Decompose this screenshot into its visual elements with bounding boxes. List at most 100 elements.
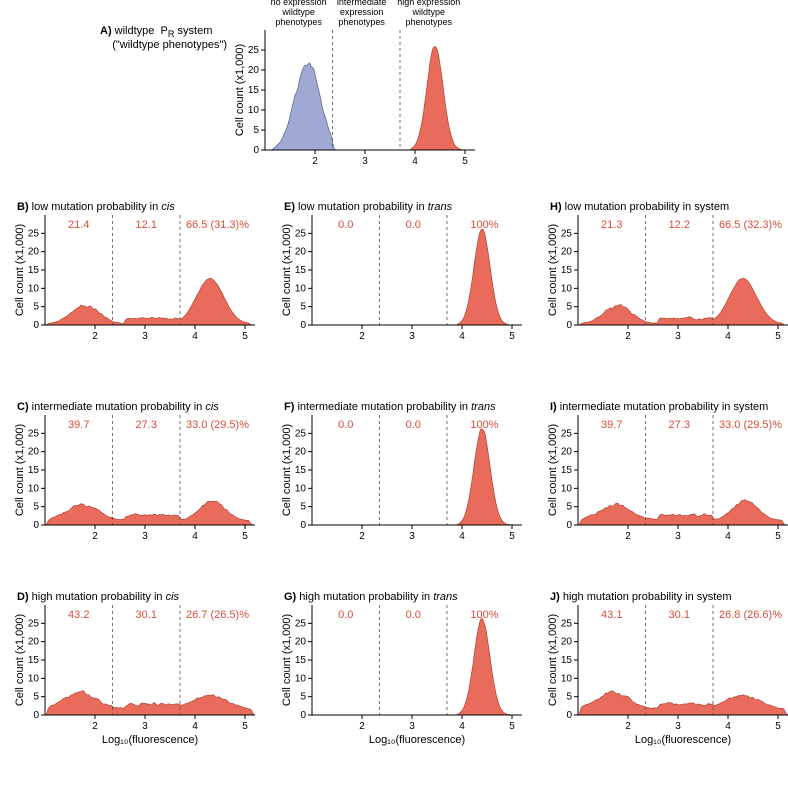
ytick-label: 15 bbox=[295, 655, 307, 666]
xtick-label: 3 bbox=[142, 721, 148, 732]
xtick-label: 3 bbox=[675, 531, 681, 542]
ytick-label: 0 bbox=[300, 520, 306, 531]
xlabel: Log₁₀(fluorescence) bbox=[102, 734, 198, 746]
xtick-label: 2 bbox=[359, 331, 365, 342]
panel-title-J: J) high mutation probability in system bbox=[550, 591, 732, 603]
ytick-label: 0 bbox=[33, 320, 39, 331]
panel-C: 05101520252345Cell count (x1,000) bbox=[15, 410, 265, 560]
series-distribution bbox=[312, 229, 522, 325]
ytick-label: 10 bbox=[295, 483, 307, 494]
panel-J: 05101520252345Cell count (x1,000)Log₁₀(f… bbox=[548, 600, 788, 750]
ytick-label: 15 bbox=[295, 465, 307, 476]
ytick-label: 15 bbox=[561, 265, 573, 276]
series-distribution bbox=[45, 501, 255, 525]
pct-label: 33.0 (29.5)% bbox=[711, 419, 788, 431]
ytick-label: 10 bbox=[295, 673, 307, 684]
region-label: no expressionwildtypephenotypes bbox=[264, 0, 334, 28]
panel-title-C: C) intermediate mutation probability in … bbox=[17, 401, 219, 413]
xlabel: Log₁₀(fluorescence) bbox=[369, 734, 465, 746]
ylabel: Cell count (x1,000) bbox=[548, 614, 559, 706]
panel-title-A: A) wildtype PR system ("wildtype phenoty… bbox=[100, 25, 227, 51]
ytick-label: 10 bbox=[28, 673, 40, 684]
pct-label: 30.1 bbox=[106, 609, 186, 621]
ytick-label: 15 bbox=[28, 265, 40, 276]
ytick-label: 20 bbox=[28, 447, 40, 458]
pct-label: 27.3 bbox=[106, 419, 186, 431]
xtick-label: 3 bbox=[362, 156, 368, 167]
panel-wrapper-I: 05101520252345Cell count (x1,000) bbox=[548, 410, 788, 560]
ytick-label: 15 bbox=[561, 655, 573, 666]
xtick-label: 2 bbox=[92, 721, 98, 732]
xtick-label: 2 bbox=[359, 721, 365, 732]
series-distribution bbox=[578, 500, 788, 525]
ytick-label: 25 bbox=[28, 228, 40, 239]
xtick-label: 2 bbox=[92, 531, 98, 542]
panel-title-H: H) low mutation probability in system bbox=[550, 201, 729, 213]
panel-title-F: F) intermediate mutation probability in … bbox=[284, 401, 496, 413]
xtick-label: 5 bbox=[775, 531, 781, 542]
ytick-label: 25 bbox=[295, 428, 307, 439]
ytick-label: 25 bbox=[295, 228, 307, 239]
panel-wrapper-D: 05101520252345Cell count (x1,000)Log₁₀(f… bbox=[15, 600, 265, 750]
xtick-label: 2 bbox=[625, 721, 631, 732]
panel-B: 05101520252345Cell count (x1,000) bbox=[15, 210, 265, 360]
pct-label: 30.1 bbox=[639, 609, 719, 621]
ytick-label: 0 bbox=[33, 710, 39, 721]
ytick-label: 20 bbox=[248, 65, 260, 76]
ytick-label: 25 bbox=[561, 618, 573, 629]
panel-I: 05101520252345Cell count (x1,000) bbox=[548, 410, 788, 560]
pct-label: 33.0 (29.5)% bbox=[178, 419, 258, 431]
pct-label: 26.8 (26.6)% bbox=[711, 609, 788, 621]
ytick-label: 0 bbox=[566, 520, 572, 531]
xtick-label: 3 bbox=[142, 331, 148, 342]
series-distribution bbox=[578, 278, 788, 325]
ylabel: Cell count (x1,000) bbox=[282, 424, 293, 516]
panel-wrapper-G: 05101520252345Cell count (x1,000)Log₁₀(f… bbox=[282, 600, 532, 750]
series-distribution bbox=[312, 618, 522, 715]
pct-label: 0.0 bbox=[373, 609, 453, 621]
region-label: high expressionwildtypephenotypes bbox=[394, 0, 464, 28]
ytick-label: 20 bbox=[561, 247, 573, 258]
xtick-label: 3 bbox=[409, 331, 415, 342]
xtick-label: 4 bbox=[192, 531, 198, 542]
xlabel: Log₁₀(fluorescence) bbox=[635, 734, 731, 746]
ylabel: Cell count (x1,000) bbox=[282, 224, 293, 316]
pct-label: 66.5 (31.3)% bbox=[178, 219, 258, 231]
ytick-label: 5 bbox=[300, 692, 306, 703]
xtick-label: 2 bbox=[312, 156, 318, 167]
panel-wrapper-E: 05101520252345Cell count (x1,000) bbox=[282, 210, 532, 360]
panel-wrapper-B: 05101520252345Cell count (x1,000) bbox=[15, 210, 265, 360]
panel-title-E: E) low mutation probability in trans bbox=[284, 201, 452, 213]
ylabel: Cell count (x1,000) bbox=[15, 224, 26, 316]
panel-title-I: I) intermediate mutation probability in … bbox=[550, 401, 768, 413]
ytick-label: 0 bbox=[300, 320, 306, 331]
xtick-label: 4 bbox=[725, 531, 731, 542]
ylabel: Cell count (x1,000) bbox=[548, 424, 559, 516]
xtick-label: 5 bbox=[242, 721, 248, 732]
xtick-label: 5 bbox=[775, 331, 781, 342]
ytick-label: 5 bbox=[566, 692, 572, 703]
xtick-label: 4 bbox=[459, 331, 465, 342]
panel-wrapper-A: 05101520252345Cell count (x1,000) bbox=[235, 25, 485, 185]
ytick-label: 20 bbox=[295, 447, 307, 458]
ytick-label: 5 bbox=[253, 125, 259, 136]
ytick-label: 25 bbox=[295, 618, 307, 629]
series-distribution bbox=[45, 691, 255, 715]
panel-A: 05101520252345Cell count (x1,000) bbox=[235, 25, 485, 185]
xtick-label: 4 bbox=[192, 721, 198, 732]
pct-label: 12.2 bbox=[639, 219, 719, 231]
pct-label: 12.1 bbox=[106, 219, 186, 231]
ytick-label: 5 bbox=[33, 692, 39, 703]
ytick-label: 20 bbox=[295, 247, 307, 258]
ytick-label: 10 bbox=[248, 105, 260, 116]
xtick-label: 2 bbox=[359, 531, 365, 542]
ylabel: Cell count (x1,000) bbox=[235, 44, 246, 136]
ytick-label: 20 bbox=[28, 637, 40, 648]
pct-label: 0.0 bbox=[373, 219, 453, 231]
figure-root: 05101520252345Cell count (x1,000)A) wild… bbox=[0, 0, 788, 795]
ytick-label: 10 bbox=[295, 283, 307, 294]
panel-E: 05101520252345Cell count (x1,000) bbox=[282, 210, 532, 360]
ytick-label: 15 bbox=[295, 265, 307, 276]
series-distribution bbox=[312, 429, 522, 525]
panel-G: 05101520252345Cell count (x1,000)Log₁₀(f… bbox=[282, 600, 532, 750]
